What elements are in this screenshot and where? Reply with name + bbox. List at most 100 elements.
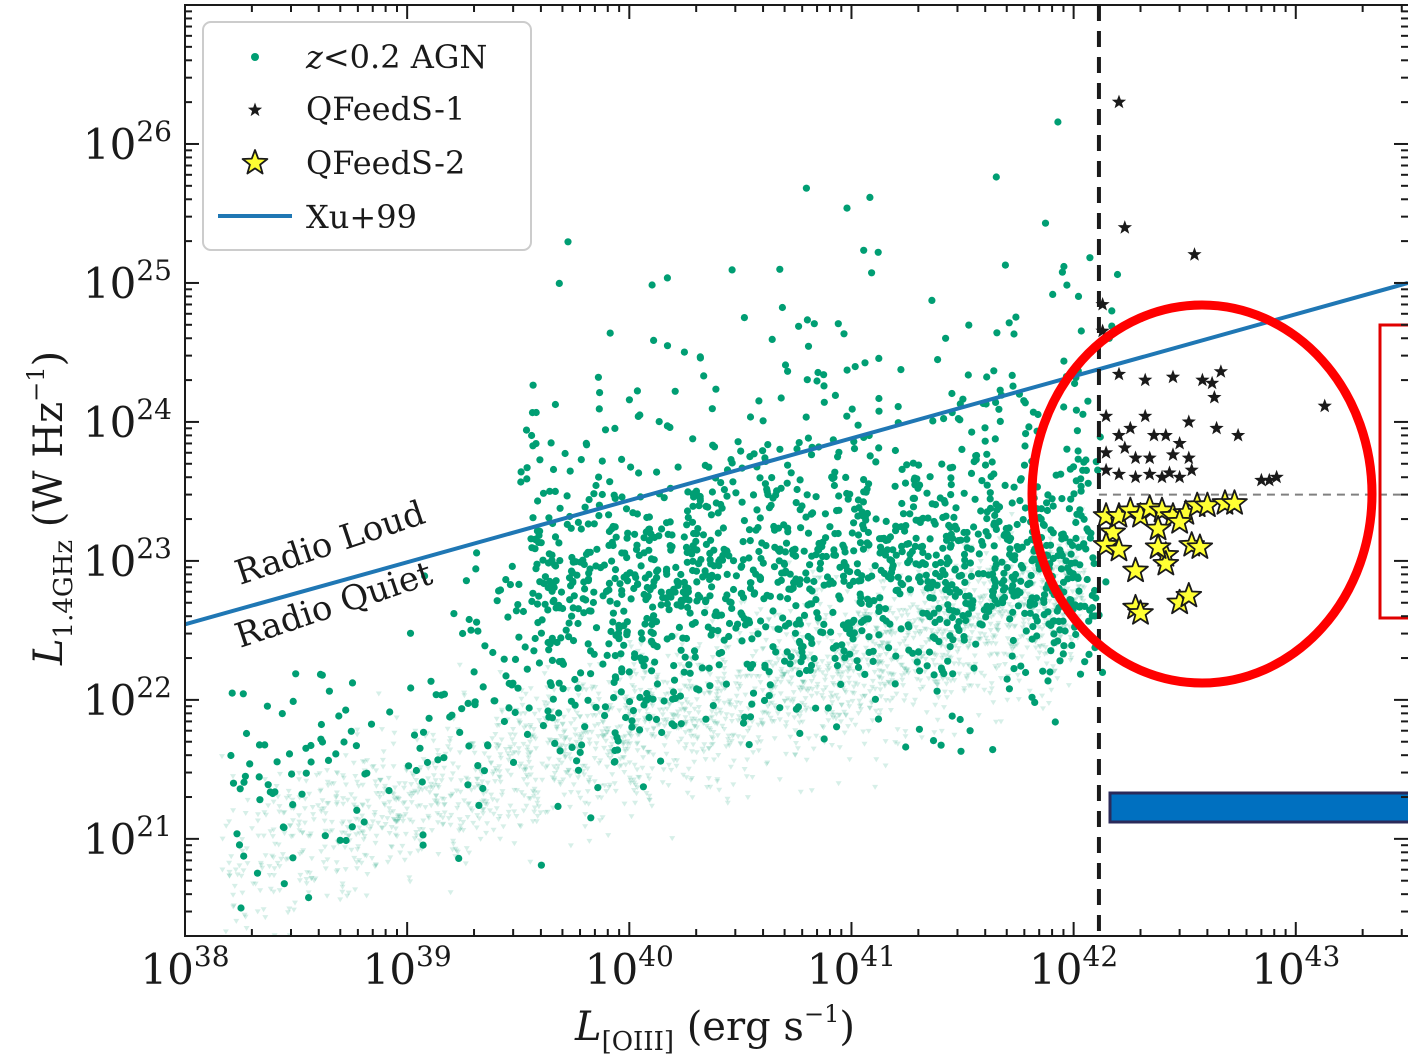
agn-upper-limit-point (589, 702, 596, 708)
agn-upper-limit-point (869, 639, 876, 645)
agn-upper-limit-point (666, 731, 672, 737)
agn-point (986, 489, 994, 497)
agn-upper-limit-point (560, 714, 567, 720)
agn-upper-limit-point (474, 782, 481, 788)
agn-point (886, 556, 894, 564)
agn-upper-limit-point (707, 690, 714, 696)
agn-upper-limit-point (636, 708, 643, 714)
agn-upper-limit-point (883, 698, 889, 704)
agn-upper-limit-point (530, 819, 536, 825)
agn-point (500, 717, 508, 726)
agn-upper-limit-point (947, 678, 954, 684)
agn-upper-limit-point (232, 867, 239, 873)
agn-point (523, 475, 531, 483)
agn-upper-limit-point (514, 788, 520, 794)
agn-point (822, 534, 830, 542)
agn-point (592, 624, 601, 632)
agn-upper-limit-point (704, 785, 711, 790)
agn-upper-limit-point (428, 803, 435, 809)
agn-point (851, 363, 859, 371)
agn-point (566, 467, 574, 475)
agn-upper-limit-point (942, 653, 949, 659)
agn-upper-limit-point (867, 689, 873, 695)
agn-upper-limit-point (456, 662, 463, 668)
agn-point (831, 654, 839, 663)
agn-point (1012, 313, 1020, 321)
agn-point (875, 444, 883, 452)
agn-upper-limit-point (966, 683, 972, 689)
agn-upper-limit-point (893, 616, 900, 622)
agn-upper-limit-point (753, 611, 760, 617)
agn-upper-limit-point (764, 660, 771, 666)
agn-upper-limit-point (546, 737, 553, 743)
agn-upper-limit-point (987, 690, 993, 696)
agn-upper-limit-point (599, 733, 606, 739)
agn-point (336, 836, 344, 844)
agn-upper-limit-point (807, 651, 814, 657)
agn-upper-limit-point (1008, 512, 1015, 517)
agn-point (1005, 319, 1013, 327)
agn-upper-limit-point (776, 777, 783, 783)
qfeeds1-point (1111, 466, 1127, 481)
agn-upper-limit-point (296, 851, 303, 857)
agn-upper-limit-point (856, 673, 863, 678)
agn-upper-limit-point (631, 762, 638, 768)
agn-upper-limit-point (806, 686, 812, 692)
agn-point (1010, 330, 1018, 338)
agn-upper-limit-point (932, 679, 939, 685)
agn-upper-limit-point (634, 732, 641, 738)
agn-upper-limit-point (977, 595, 984, 601)
agn-upper-limit-point (917, 678, 924, 684)
agn-upper-limit-point (339, 889, 346, 895)
agn-upper-limit-point (400, 814, 407, 820)
agn-upper-limit-point (542, 765, 549, 771)
agn-point (782, 539, 791, 547)
agn-upper-limit-point (799, 719, 806, 725)
agn-upper-limit-point (633, 791, 640, 797)
agn-upper-limit-point (507, 772, 514, 778)
agn-upper-limit-point (903, 608, 910, 614)
qfeeds1-point (1181, 414, 1196, 428)
agn-point (800, 547, 808, 555)
agn-point (645, 713, 653, 722)
agn-upper-limit-point (388, 825, 395, 830)
agn-upper-limit-point (823, 710, 830, 716)
agn-upper-limit-point (956, 657, 963, 663)
agn-upper-limit-point (364, 798, 371, 804)
agn-point (467, 626, 475, 634)
agn-point (229, 779, 238, 787)
agn-upper-limit-point (324, 779, 331, 785)
agn-point (1021, 442, 1029, 450)
agn-upper-limit-point (410, 791, 417, 796)
agn-upper-limit-point (901, 666, 908, 672)
agn-upper-limit-point (463, 775, 470, 781)
agn-upper-limit-point (735, 686, 742, 692)
agn-upper-limit-point (355, 783, 362, 789)
agn-upper-limit-point (852, 644, 859, 650)
agn-upper-limit-point (998, 719, 1004, 725)
agn-upper-limit-point (238, 873, 245, 879)
agn-point (945, 521, 953, 530)
agn-upper-limit-point (934, 682, 940, 688)
agn-point (856, 539, 865, 547)
agn-upper-limit-point (681, 706, 688, 712)
agn-upper-limit-point (774, 676, 781, 682)
agn-upper-limit-point (735, 718, 741, 724)
agn-point (576, 558, 585, 566)
agn-point (474, 627, 482, 635)
agn-upper-limit-point (688, 716, 695, 722)
agn-upper-limit-point (772, 685, 779, 690)
agn-upper-limit-point (504, 751, 511, 757)
agn-point (595, 511, 603, 520)
agn-upper-limit-point (968, 568, 975, 574)
agn-upper-limit-point (714, 680, 721, 685)
agn-point (874, 248, 882, 256)
agn-upper-limit-point (925, 676, 932, 682)
agn-point (905, 575, 913, 583)
agn-point (502, 672, 510, 680)
agn-upper-limit-point (599, 719, 606, 725)
agn-point (1034, 410, 1042, 419)
agn-point (546, 679, 554, 687)
agn-upper-limit-point (778, 669, 784, 675)
agn-point (1071, 379, 1079, 388)
